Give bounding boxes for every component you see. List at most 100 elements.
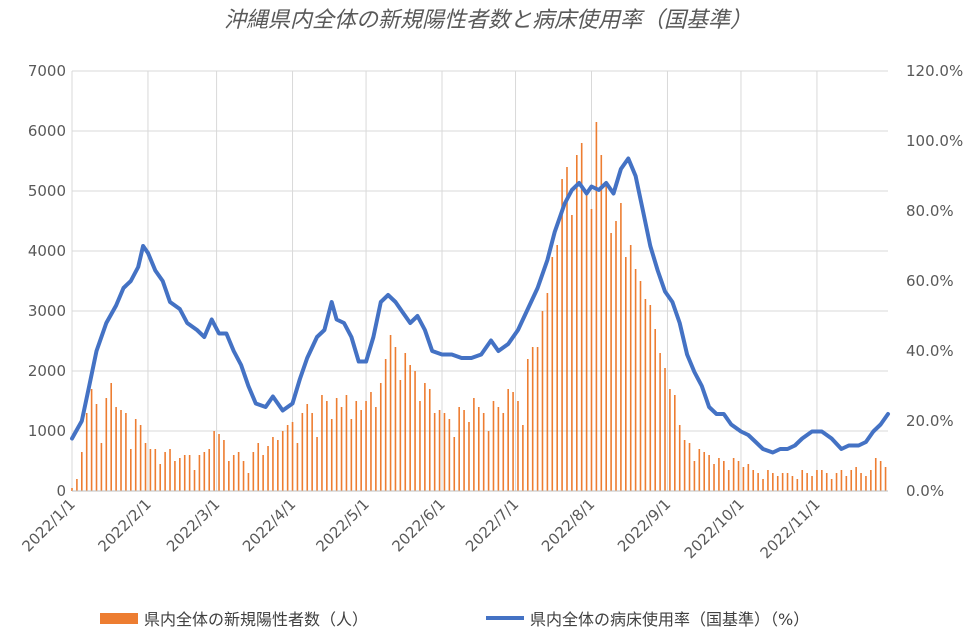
case-bar <box>76 479 78 491</box>
case-bar <box>727 470 730 491</box>
y-right-tick-label: 80.0% <box>906 202 954 220</box>
case-bar <box>306 404 309 491</box>
case-bar <box>301 413 304 491</box>
case-bar <box>193 470 196 491</box>
case-bar <box>634 269 637 491</box>
case-bar <box>433 413 436 491</box>
case-bar <box>772 473 774 491</box>
case-bar <box>198 455 201 491</box>
case-bar <box>669 389 671 491</box>
x-tick-label: 2022/1/1 <box>18 495 78 555</box>
case-bar <box>316 437 318 491</box>
case-bar <box>620 203 622 491</box>
case-bar <box>791 476 794 491</box>
case-bar <box>816 470 818 491</box>
case-bar <box>585 191 588 491</box>
case-bar <box>605 185 607 491</box>
case-bar <box>752 470 755 491</box>
case-bar <box>144 443 147 491</box>
y-left-tick-label: 2000 <box>28 362 66 380</box>
case-bar <box>389 335 392 491</box>
case-bar <box>404 353 407 491</box>
y-left-tick-label: 6000 <box>28 122 66 140</box>
case-bar <box>330 419 333 491</box>
y-left-tick-label: 4000 <box>28 242 66 260</box>
case-bar <box>379 383 382 491</box>
case-bar <box>625 257 627 491</box>
case-bar <box>257 443 260 491</box>
case-bar <box>340 407 343 491</box>
case-bar <box>742 467 745 491</box>
case-bar <box>110 383 113 491</box>
case-bar <box>350 419 353 491</box>
case-bar <box>169 449 171 491</box>
case-bar <box>252 452 255 491</box>
case-bar <box>541 311 544 491</box>
case-bar <box>629 245 632 491</box>
case-bar <box>183 455 186 491</box>
case-bar <box>277 440 279 491</box>
case-bar <box>492 401 495 491</box>
case-bar <box>654 329 657 491</box>
case-bar <box>71 488 73 491</box>
case-bar <box>115 407 117 491</box>
case-bar <box>536 347 539 491</box>
case-bar <box>448 419 451 491</box>
case-bar <box>845 476 848 491</box>
case-bar <box>453 437 456 491</box>
case-bar <box>674 395 676 491</box>
case-bar <box>693 461 696 491</box>
case-bar <box>556 245 558 491</box>
case-bar <box>796 479 799 491</box>
case-bar <box>781 473 784 491</box>
case-bar <box>232 455 235 491</box>
legend-label-cases: 県内全体の新規陽性者数（人） <box>144 610 369 629</box>
case-bar <box>242 461 245 491</box>
case-bar <box>159 464 162 491</box>
case-bar <box>590 209 593 491</box>
case-bar <box>644 299 647 491</box>
case-bar <box>105 398 108 491</box>
case-bar <box>512 392 514 491</box>
case-bar <box>355 401 358 491</box>
case-bar <box>531 347 534 491</box>
case-bar <box>497 407 500 491</box>
case-bar <box>806 473 808 491</box>
case-bar <box>610 233 612 491</box>
case-bar <box>188 455 191 491</box>
x-tick-label: 2022/11/1 <box>757 495 824 562</box>
case-bar <box>835 473 838 491</box>
x-tick-label: 2022/3/1 <box>163 495 223 555</box>
case-bar <box>703 452 706 491</box>
case-bar <box>600 155 603 491</box>
case-bar <box>786 473 789 491</box>
case-bar <box>208 449 211 491</box>
case-bar <box>281 431 284 491</box>
case-bar <box>130 449 132 491</box>
case-bar <box>683 440 686 491</box>
case-bar <box>737 461 740 491</box>
x-tick-label: 2022/4/1 <box>239 495 299 555</box>
case-bar <box>321 395 323 491</box>
case-bar <box>139 425 142 491</box>
case-bar <box>718 458 720 491</box>
case-bar <box>840 470 843 491</box>
case-bar <box>580 143 583 491</box>
chart-title: 沖縄県内全体の新規陽性者数と病床使用率（国基準） <box>223 8 752 33</box>
case-bar <box>561 179 563 491</box>
case-bar <box>164 452 166 491</box>
case-bar <box>296 443 299 491</box>
case-bar <box>213 431 215 491</box>
case-bar <box>326 401 328 491</box>
case-bar <box>575 155 578 491</box>
x-tick-label: 2022/10/1 <box>681 495 748 562</box>
legend-item-cases: 県内全体の新規陽性者数（人） <box>100 606 368 630</box>
case-bar <box>517 401 519 491</box>
case-bar <box>335 398 338 491</box>
case-bar <box>134 419 137 491</box>
case-bar <box>468 422 470 491</box>
case-bar <box>487 431 490 491</box>
bed-rate-line <box>70 156 890 455</box>
case-bar <box>125 413 127 491</box>
case-bar <box>723 461 725 491</box>
